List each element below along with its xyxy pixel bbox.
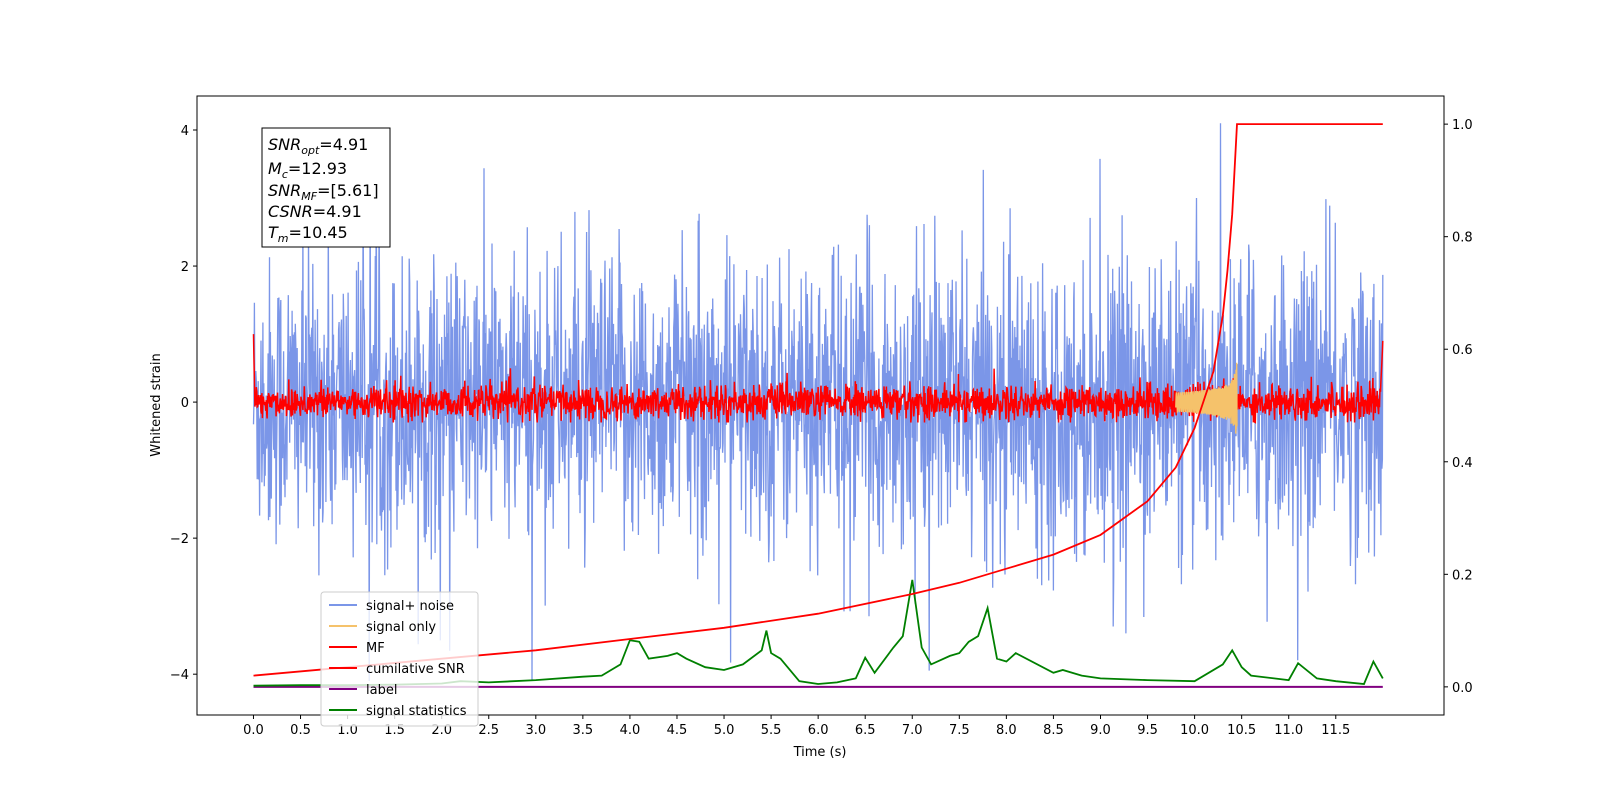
x-tick-label: 10.5: [1227, 723, 1256, 738]
plot-frame: [196, 95, 1445, 716]
legend-label: cumilative SNR: [366, 662, 465, 677]
x-tick-label: 1.0: [337, 723, 358, 738]
x-tick-label: 11.0: [1274, 723, 1303, 738]
annotation-mc: Mc=12.93: [268, 159, 347, 181]
x-tick-label: 5.5: [761, 723, 782, 738]
legend-label: signal only: [366, 620, 436, 635]
y-axis-title: Whitened strain: [149, 353, 164, 456]
y-right-tick-label: 0.2: [1452, 568, 1473, 583]
x-tick-label: 11.5: [1321, 723, 1350, 738]
y-left-tick-label: −2: [170, 532, 189, 547]
x-tick-label: 7.5: [949, 723, 970, 738]
x-axis-title: Time (s): [793, 745, 847, 760]
x-tick-label: 1.5: [384, 723, 405, 738]
legend-label: MF: [366, 641, 385, 656]
series-signal-noise: [252, 123, 1384, 682]
x-tick-label: 8.0: [996, 723, 1017, 738]
x-axis: 0.0 0.5 1.0 1.5 2.0 2.5 3.0 3.5 4.0 4.5 5.0 5.5 6.0 6…: [243, 715, 1350, 738]
y-axis-left: −4 −2 0 2 4: [170, 124, 197, 683]
x-tick-label: 8.5: [1043, 723, 1064, 738]
y-right-tick-label: 0.6: [1452, 343, 1473, 358]
x-tick-label: 4.5: [667, 723, 688, 738]
annotation-box: SNRopt=4.91 Mc=12.93 SNRMF=[5.61] CSNR=4…: [261, 127, 391, 248]
x-tick-label: 10.0: [1180, 723, 1209, 738]
legend: signal+ noise signal only MF cumilative SNR…: [320, 591, 479, 727]
y-right-tick-label: 0.0: [1452, 681, 1473, 696]
legend-box: [320, 591, 479, 727]
legend-label: signal statistics: [366, 704, 467, 719]
x-tick-label: 2.0: [431, 723, 452, 738]
annotation-tm: Tm=10.45: [268, 223, 348, 245]
x-tick-label: 9.0: [1090, 723, 1111, 738]
legend-label: signal+ noise: [366, 599, 454, 614]
x-tick-label: 7.0: [902, 723, 923, 738]
x-tick-label: 0.0: [243, 723, 264, 738]
y-right-tick-label: 1.0: [1452, 118, 1473, 133]
legend-label: label: [366, 683, 397, 698]
y-left-tick-label: 2: [181, 260, 189, 275]
y-right-tick-label: 0.8: [1452, 231, 1473, 246]
x-tick-label: 6.0: [808, 723, 829, 738]
series-signal-statistics: [253, 579, 1384, 687]
y-left-tick-label: −4: [170, 668, 189, 683]
x-tick-label: 0.5: [290, 723, 311, 738]
y-left-tick-label: 4: [181, 124, 189, 139]
x-tick-label: 6.5: [855, 723, 876, 738]
y-right-tick-label: 0.4: [1452, 456, 1473, 471]
x-tick-label: 4.0: [620, 723, 641, 738]
series-cumulative-snr: [253, 123, 1383, 677]
annotation-snr-opt: SNRopt=4.91: [268, 135, 368, 157]
y-left-tick-label: 0: [181, 396, 189, 411]
x-tick-label: 2.5: [478, 723, 499, 738]
x-tick-label: 5.0: [714, 723, 735, 738]
annotation-csnr: CSNR=4.91: [268, 202, 362, 221]
x-tick-label: 3.0: [525, 723, 546, 738]
x-tick-label: 3.5: [573, 723, 594, 738]
y-axis-right: 0.0 0.2 0.4 0.6 0.8 1.0: [1444, 118, 1473, 696]
annotation-snr-mf: SNRMF=[5.61]: [268, 181, 379, 203]
x-tick-label: 9.5: [1137, 723, 1158, 738]
series-signal-only: [1175, 362, 1238, 434]
